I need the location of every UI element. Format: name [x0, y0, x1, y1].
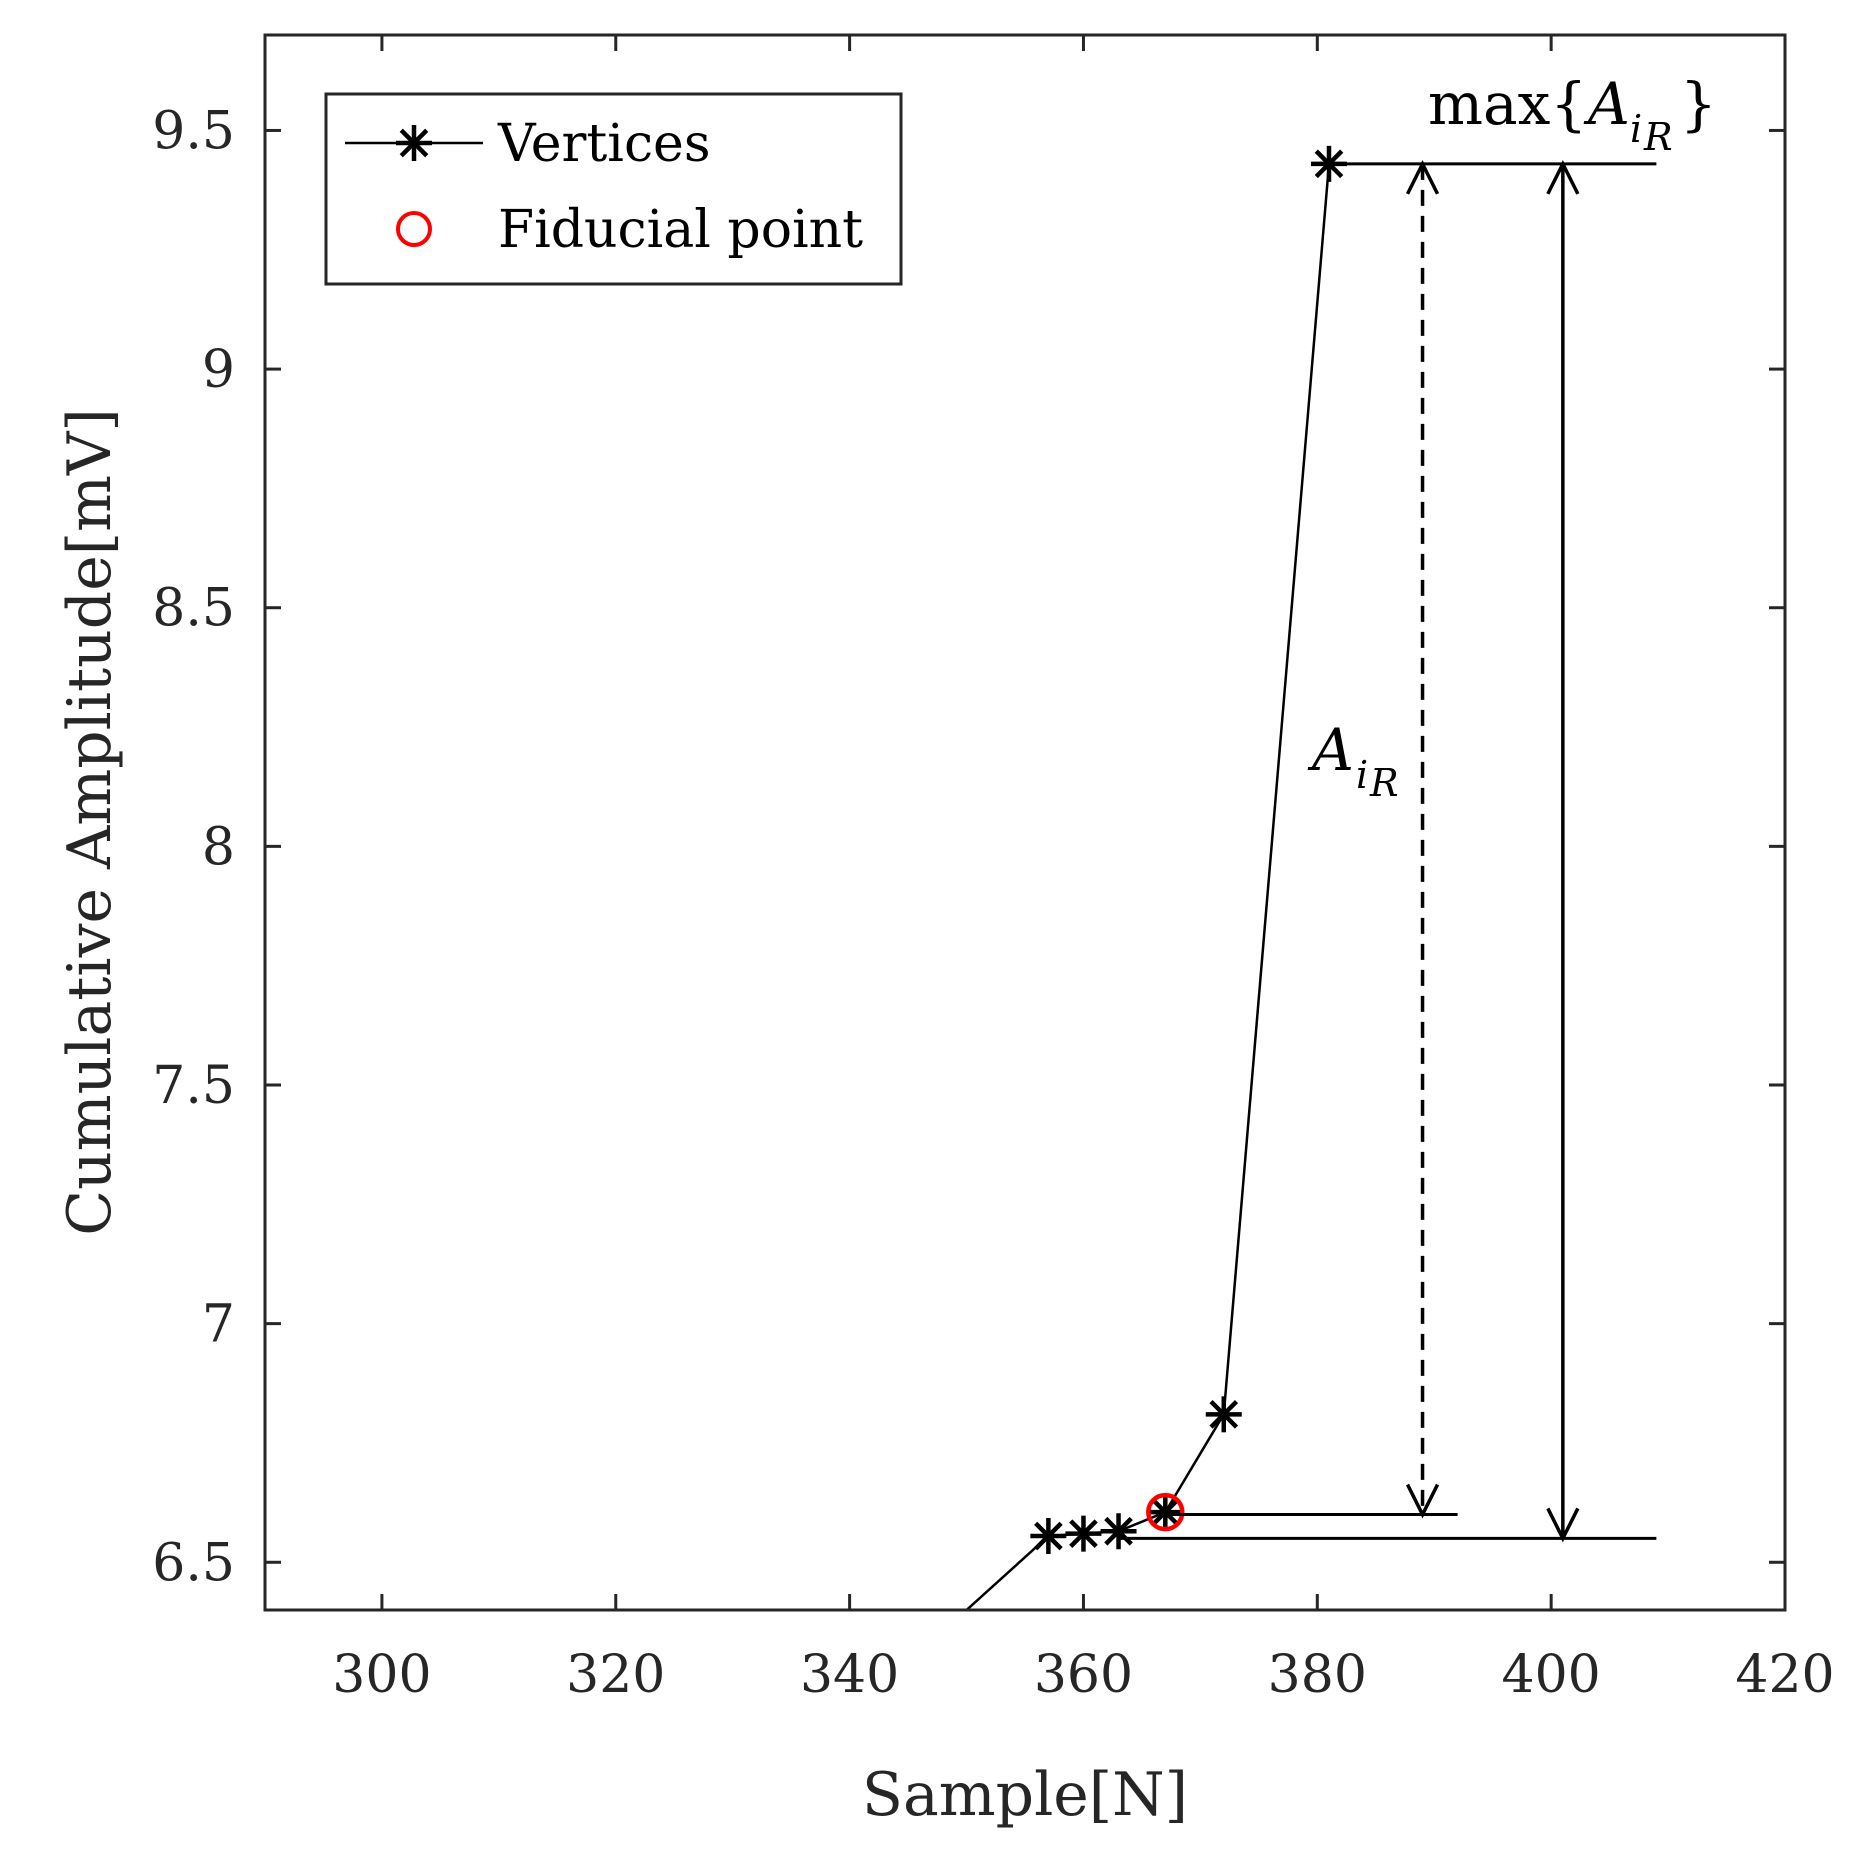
a-label-var: A: [1307, 716, 1354, 784]
vertex-marker: [1100, 1513, 1137, 1550]
y-tick-label: 7: [202, 1295, 235, 1355]
vertex-marker-stroke: [1069, 1519, 1098, 1548]
x-tick-label: 300: [332, 1645, 431, 1705]
solid-max-arrow-head-top: [1546, 159, 1580, 195]
max-amplitude-annotation: max{ A i R }: [1428, 70, 1717, 159]
x-tick-label: 400: [1502, 1645, 1601, 1705]
legend: Vertices Fiducial point: [324, 92, 903, 286]
tick-layer: 300 320 340 360 380 400 420 6.5 7 7.5 8 8.5 9 9.5: [152, 35, 1835, 1705]
x-tick-label: 320: [566, 1645, 665, 1705]
max-label-var: A: [1583, 70, 1630, 138]
vertex-marker-stroke: [1034, 1521, 1063, 1551]
vertex-marker-stroke: [1150, 1497, 1180, 1527]
x-tick-label: 420: [1735, 1645, 1834, 1705]
vertex-marker-stroke: [1209, 1399, 1239, 1429]
data-layer: [965, 145, 1347, 1610]
y-tick-label: 9: [202, 340, 235, 400]
fiducial-point-marker: [1146, 1492, 1185, 1532]
x-tick-label: 340: [800, 1645, 899, 1705]
legend-asterisk-glyph: [396, 125, 432, 161]
legend-box: [324, 92, 903, 286]
legend-vertices-label: Vertices: [497, 114, 711, 174]
max-label-subsub: R: [1643, 115, 1673, 159]
a-label-subsub: R: [1369, 761, 1399, 805]
y-tick-label: 8.5: [152, 579, 235, 639]
legend-fiducial-label: Fiducial point: [498, 200, 863, 260]
vertex-marker: [1065, 1515, 1102, 1552]
max-label-sub: i: [1630, 107, 1642, 151]
y-tick-label: 6.5: [152, 1533, 235, 1593]
axes-frame: [263, 33, 1787, 1612]
vertex-marker: [1147, 1494, 1184, 1531]
y-tick-label: 9.5: [152, 101, 235, 161]
x-tick-label: 380: [1268, 1645, 1367, 1705]
vertex-marker: [1030, 1518, 1067, 1555]
y-tick-label: 8: [202, 817, 235, 877]
y-tick-label: 7.5: [152, 1056, 235, 1116]
x-tick-label: 360: [1034, 1645, 1133, 1705]
dashed-amplitude-arrow-head-bottom: [1405, 1483, 1440, 1519]
legend-fiducial-marker: [396, 211, 432, 247]
annotation-layer: [1118, 159, 1657, 1543]
a-label-sub: i: [1356, 753, 1368, 797]
vertex-marker: [1205, 1396, 1242, 1433]
max-label-suffix: }: [1680, 70, 1717, 138]
solid-max-arrow-head-bottom: [1546, 1507, 1580, 1543]
y-axis-title: Cumulative Amplitude[mV]: [55, 408, 125, 1236]
max-label-prefix: max{: [1428, 70, 1587, 138]
dashed-amplitude-arrow-head-top: [1405, 159, 1440, 195]
legend-vertices-marker: [396, 125, 432, 161]
vertex-marker-stroke: [1104, 1516, 1133, 1546]
amplitude-annotation: A i R: [1307, 716, 1399, 805]
legend-asterisk-glyph-stroke: [399, 128, 429, 158]
x-axis-title: Sample[N]: [862, 1760, 1188, 1830]
vertices-series-line: [965, 163, 1331, 1610]
